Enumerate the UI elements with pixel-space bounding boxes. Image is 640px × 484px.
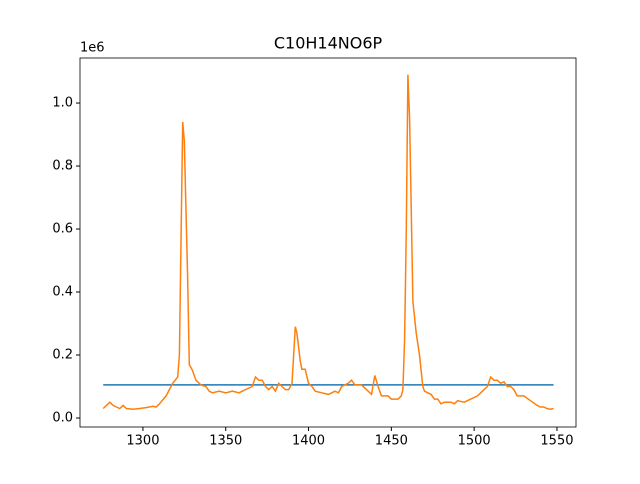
y-offset-label: 1e6 [80, 41, 105, 56]
y-tick-label: 1.0 [52, 96, 73, 111]
y-tick-label: 0.4 [52, 285, 73, 300]
chart-title: C10H14NO6P [274, 34, 383, 53]
x-tick-label: 1550 [540, 434, 573, 449]
y-tick-label: 0.0 [52, 410, 73, 425]
y-tick-label: 0.6 [52, 222, 73, 237]
x-tick-label: 1450 [375, 434, 408, 449]
data-line [102, 74, 554, 410]
x-tick-label: 1300 [126, 434, 159, 449]
x-tick-label: 1500 [458, 434, 491, 449]
plot-frame [79, 57, 577, 428]
x-tick-label: 1350 [209, 434, 242, 449]
y-tick-label: 0.8 [52, 159, 73, 174]
x-tick-label: 1400 [292, 434, 325, 449]
y-tick-label: 0.2 [52, 348, 73, 363]
